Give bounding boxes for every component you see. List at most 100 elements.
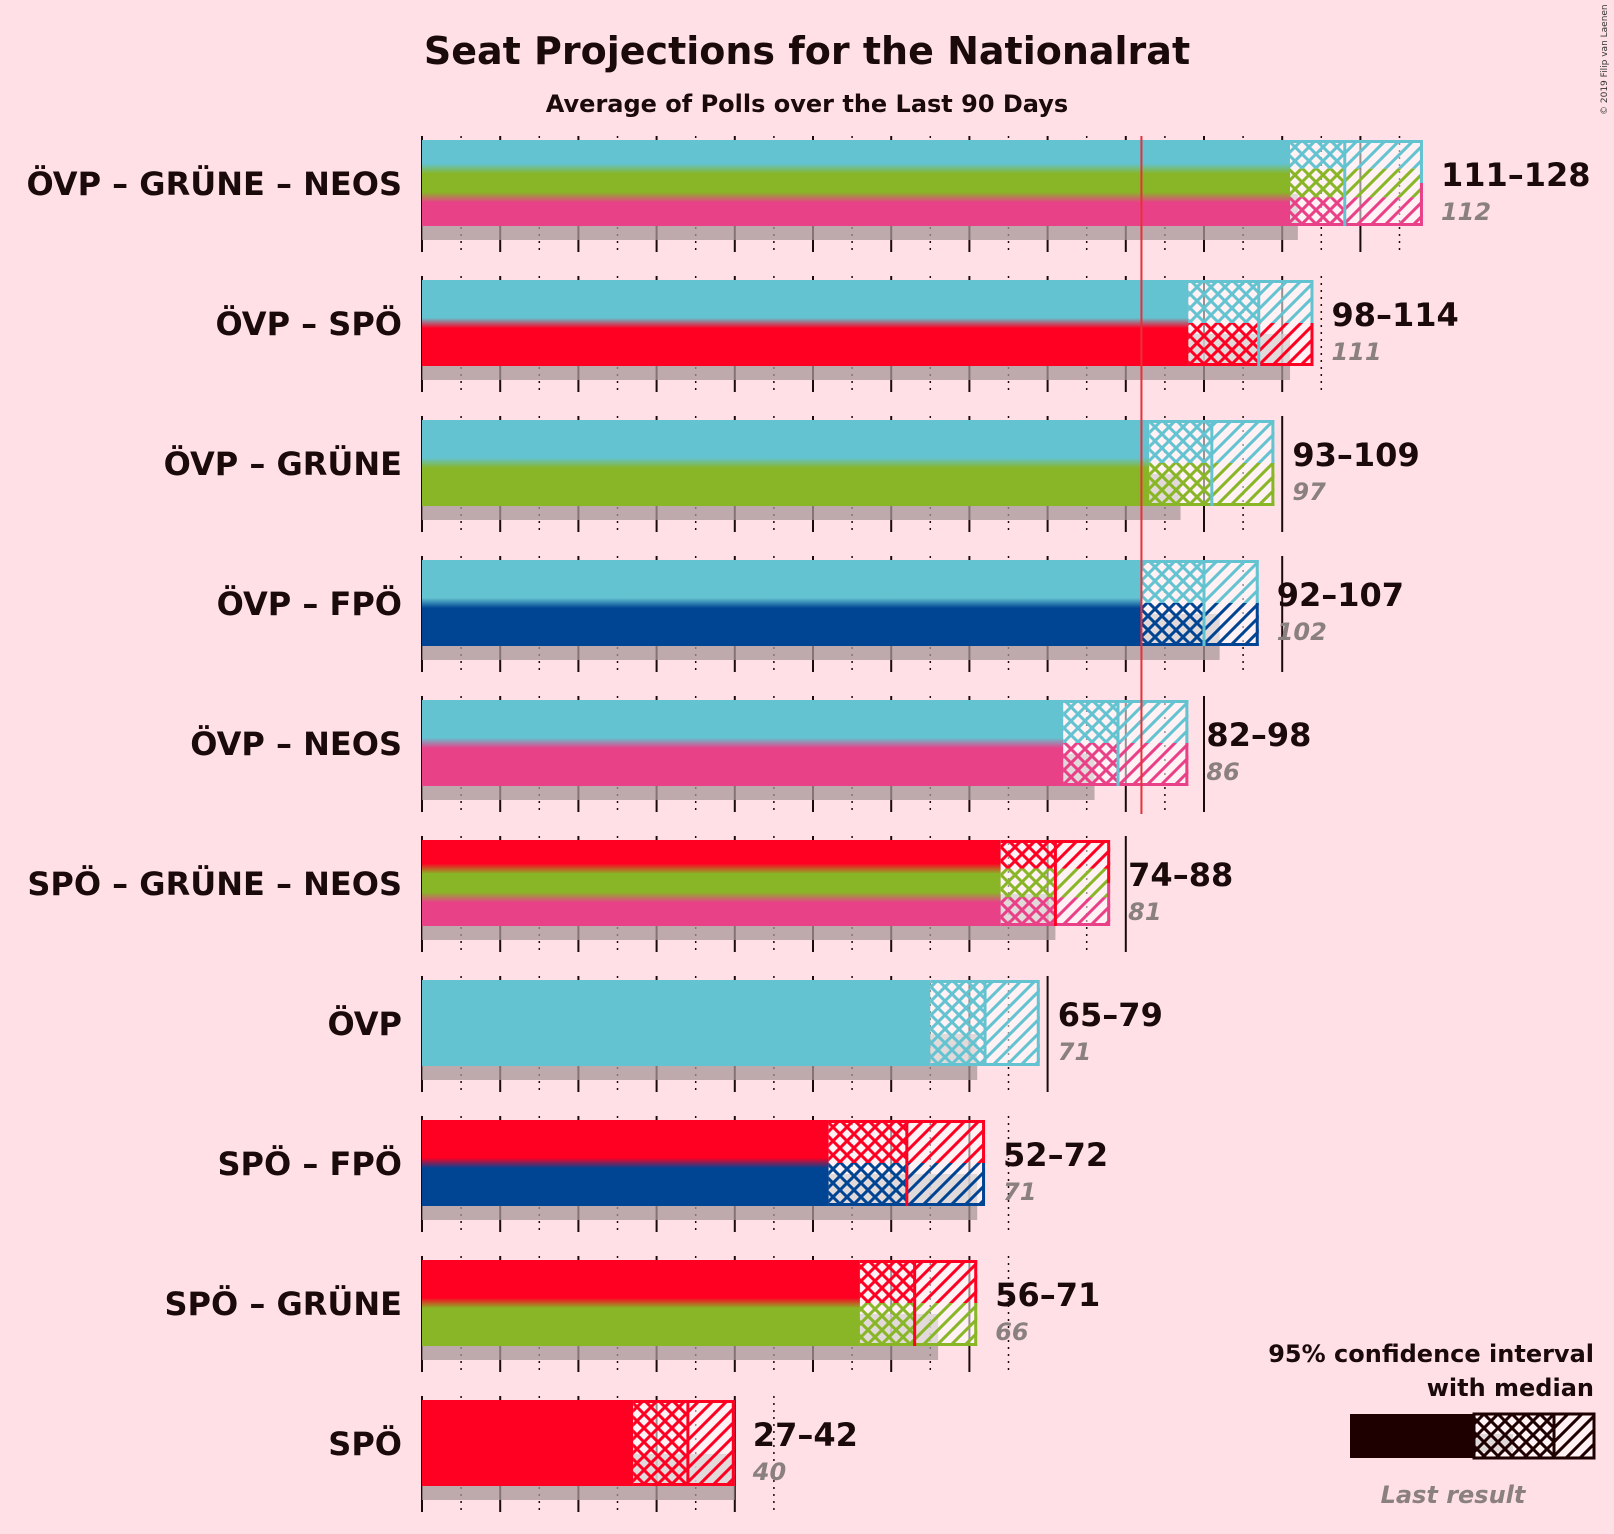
ci-bar-crosshatch: [1000, 868, 1056, 898]
ci-outline-top: [1290, 140, 1423, 183]
ci-bar-crosshatch: [1188, 323, 1259, 366]
ci-bar-hatch: [985, 980, 1040, 1066]
ci-bar-crosshatch: [859, 1303, 915, 1346]
legend-solid-bar: [1350, 1414, 1474, 1458]
ci-bar-hatch: [1204, 603, 1259, 646]
ci-outline-bottom: [828, 1163, 986, 1206]
ci-bar-hatch: [1258, 323, 1314, 366]
ci-outline-bottom: [633, 1443, 735, 1486]
ci-bar-hatch: [1258, 280, 1314, 323]
row-label: SPÖ – GRÜNE: [164, 1285, 402, 1323]
row-label: ÖVP – GRÜNE – NEOS: [26, 165, 402, 203]
legend-hatch-bar: [1552, 1412, 1596, 1460]
ci-outline-top: [1149, 420, 1275, 463]
ci-bar-solid: [422, 700, 1064, 786]
row-4: ÖVP – FPÖ 92–107 102: [217, 556, 1404, 672]
row-10: SPÖ 27–42 40: [328, 1396, 858, 1512]
row-label: ÖVP: [327, 1005, 402, 1043]
ci-bar-solid: [422, 560, 1142, 646]
ci-outline-top: [1000, 840, 1111, 883]
ci-bar-crosshatch: [859, 1260, 915, 1303]
ci-bar-crosshatch: [1063, 700, 1118, 743]
range-label: 27–42: [753, 1416, 858, 1454]
ci-bar-solid: [422, 1400, 634, 1486]
ci-outline-top: [828, 1120, 986, 1163]
ci-bar-hatch: [1204, 560, 1259, 603]
last-result-label: 102: [1277, 618, 1327, 646]
row-2: ÖVP – SPÖ 98–114 111: [215, 276, 1459, 392]
ci-bar-hatch: [1055, 840, 1111, 869]
ci-bar-solid: [422, 1120, 829, 1206]
row-label: ÖVP – GRÜNE: [164, 445, 402, 483]
ci-bar-solid: [422, 980, 931, 1066]
ci-outline-top: [633, 1400, 735, 1443]
ci-bar-hatch: [906, 1120, 986, 1163]
ci-bar-crosshatch: [1149, 420, 1212, 463]
row-3: ÖVP – GRÜNE 93–109 97: [164, 416, 1420, 532]
last-result-label: 40: [752, 1458, 786, 1486]
ci-outline-bottom: [1141, 603, 1259, 646]
range-label: 65–79: [1058, 996, 1163, 1034]
ci-bar-hatch: [1117, 743, 1189, 786]
chart-title: Seat Projections for the Nationalrat: [424, 29, 1190, 73]
ci-bar-solid: [422, 140, 1291, 226]
legend-ci-line2: with median: [1427, 1374, 1594, 1402]
range-label: 56–71: [995, 1276, 1100, 1314]
ci-bar-crosshatch: [1188, 280, 1259, 323]
legend-last-result: Last result: [1381, 1481, 1527, 1509]
row-1: ÖVP – GRÜNE – NEOS 111–128 112: [26, 136, 1591, 252]
ci-bar-crosshatch: [1063, 743, 1118, 786]
ci-outline-bottom: [1149, 463, 1275, 506]
legend-ci-line1: 95% confidence interval: [1268, 1340, 1594, 1368]
ci-bar-hatch: [1055, 868, 1111, 898]
range-label: 111–128: [1441, 156, 1591, 194]
ci-outline-bottom: [1290, 183, 1423, 226]
row-label: SPÖ – FPÖ: [218, 1145, 403, 1183]
ci-outline-top: [1141, 560, 1259, 603]
ci-bar-hatch: [1055, 897, 1111, 926]
ci-bar-hatch: [1344, 168, 1423, 198]
ci-bar-crosshatch: [828, 1120, 907, 1163]
row-label: SPÖ: [328, 1425, 402, 1463]
ci-bar-hatch: [914, 1303, 978, 1346]
ci-outline-bottom: [1188, 323, 1314, 366]
ci-outline-bottom: [930, 1023, 1040, 1066]
ci-bar-crosshatch: [1141, 603, 1204, 646]
legend: 95% confidence interval with median Last…: [1268, 1340, 1596, 1509]
last-result-label: 111: [1331, 338, 1381, 366]
ci-bar-crosshatch: [633, 1400, 688, 1486]
row-label: ÖVP – FPÖ: [217, 585, 402, 623]
last-result-label: 71: [1003, 1178, 1036, 1206]
last-result-label: 71: [1058, 1038, 1091, 1066]
ci-bar-crosshatch: [1290, 168, 1345, 198]
legend-crosshatch-bar: [1472, 1412, 1556, 1460]
ci-outline-top: [1063, 700, 1189, 743]
ci-outline-top: [930, 980, 1040, 1023]
range-label: 82–98: [1206, 716, 1311, 754]
last-result-label: 66: [995, 1318, 1028, 1346]
range-label: 92–107: [1277, 576, 1404, 614]
ci-bar-crosshatch: [1290, 140, 1345, 169]
ci-bar-hatch: [1344, 197, 1423, 226]
range-label: 52–72: [1003, 1136, 1108, 1174]
ci-bar-hatch: [1211, 420, 1275, 463]
row-label: ÖVP – SPÖ: [215, 305, 402, 343]
ci-outline-top: [859, 1260, 978, 1303]
ci-outline-bottom: [859, 1303, 978, 1346]
row-8: SPÖ – FPÖ 52–72 71: [218, 1116, 1108, 1232]
row-label: SPÖ – GRÜNE – NEOS: [27, 865, 402, 903]
ci-bar-crosshatch: [1290, 197, 1345, 226]
range-label: 93–109: [1292, 436, 1419, 474]
ci-bar-crosshatch: [930, 980, 986, 1066]
chart-rows: ÖVP – GRÜNE – NEOS 111–128 112 ÖVP – SPÖ 98–…: [26, 136, 1591, 1512]
last-result-label: 97: [1292, 478, 1326, 506]
range-label: 74–88: [1128, 856, 1233, 894]
ci-bar-solid: [422, 1260, 860, 1346]
copyright-note: © 2019 Filip van Laenen: [1600, 4, 1610, 115]
ci-bar-hatch: [914, 1260, 978, 1303]
ci-bar-solid: [422, 420, 1150, 506]
range-label: 98–114: [1331, 296, 1458, 334]
ci-bar-hatch: [687, 1400, 735, 1486]
ci-bar-crosshatch: [1141, 560, 1204, 603]
